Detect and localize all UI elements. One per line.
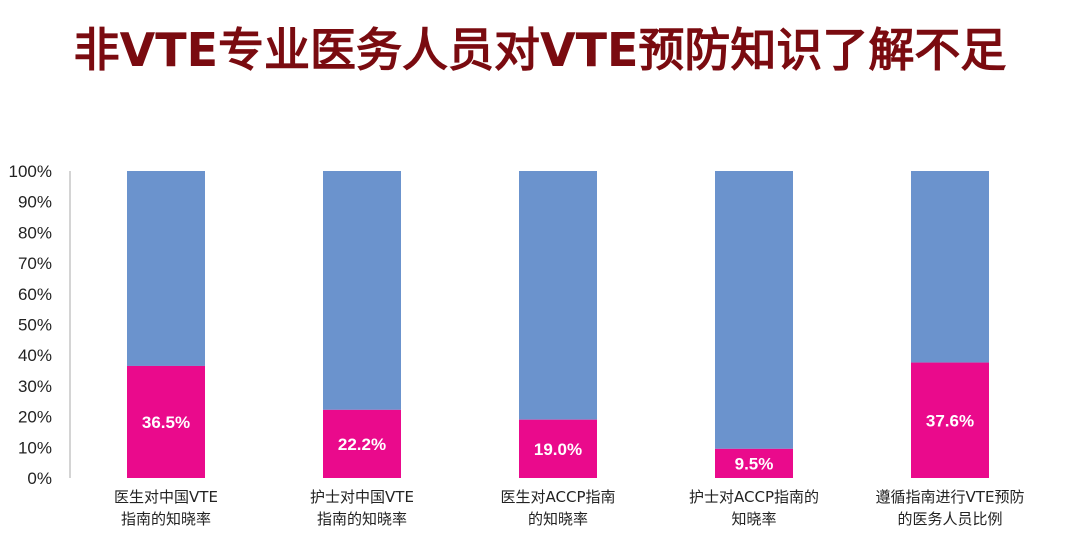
- category-label: 医生对ACCP指南: [501, 488, 616, 506]
- page-title: 非VTE专业医务人员对VTE预防知识了解不足: [73, 23, 1007, 77]
- bar-remainder: [323, 171, 401, 410]
- y-tick-label: 80%: [18, 223, 52, 242]
- y-tick-label: 10%: [18, 438, 52, 457]
- bar-data-label: 36.5%: [142, 413, 190, 432]
- bar-remainder: [715, 171, 793, 449]
- y-tick-label: 50%: [18, 316, 52, 335]
- bar-value: [127, 365, 205, 478]
- y-tick-label: 60%: [18, 285, 52, 304]
- y-tick-label: 0%: [27, 469, 52, 488]
- category-label: 遵循指南进行VTE预防: [876, 488, 1025, 506]
- category-label: 护士对ACCP指南的: [689, 488, 819, 506]
- y-tick-label: 90%: [18, 193, 52, 212]
- bar-data-label: 19.0%: [534, 440, 582, 459]
- bar-value: [715, 448, 793, 478]
- y-tick-label: 100%: [9, 162, 52, 181]
- bar-data-label: 37.6%: [926, 411, 974, 430]
- y-tick-label: 70%: [18, 254, 52, 273]
- y-tick-label: 40%: [18, 346, 52, 365]
- category-label: 护士对中国VTE: [310, 488, 414, 506]
- category-labels: 医生对中国VTE指南的知晓率护士对中国VTE指南的知晓率医生对ACCP指南的知晓…: [114, 488, 1024, 528]
- category-label: 的知晓率: [528, 510, 588, 528]
- bar-data-label: 22.2%: [338, 435, 386, 454]
- category-label: 知晓率: [731, 510, 776, 528]
- bars: 36.5% 22.2% 19.0% 9.5% 37.6%: [127, 171, 989, 478]
- y-tick-labels: 0% 10% 20% 30% 40% 50% 60% 70% 80% 90% 100%: [9, 162, 52, 488]
- bar-data-label: 9.5%: [735, 454, 774, 473]
- y-tick-label: 30%: [18, 377, 52, 396]
- category-label: 医生对中国VTE: [114, 488, 218, 506]
- y-tick-label: 20%: [18, 408, 52, 427]
- bar-value: [519, 419, 597, 478]
- bar-remainder: [519, 171, 597, 420]
- bar-remainder: [127, 171, 205, 366]
- bar-value: [323, 409, 401, 478]
- category-label: 指南的知晓率: [121, 510, 211, 528]
- bar-value: [911, 362, 989, 478]
- category-label: 的医务人员比例: [897, 510, 1002, 528]
- bar-remainder: [911, 171, 989, 363]
- category-label: 指南的知晓率: [317, 510, 407, 528]
